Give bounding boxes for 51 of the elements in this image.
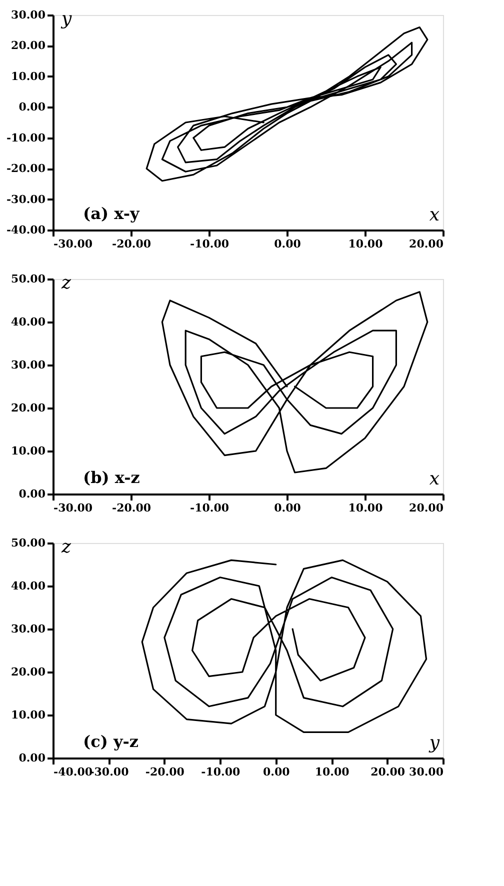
- line-series: [146, 26, 428, 182]
- x-tick-label: -40.00: [54, 766, 93, 778]
- y-tick-label: 0.00: [18, 100, 46, 114]
- x-tick-label: 0.00: [274, 502, 302, 514]
- y-tick-label: -30.00: [6, 192, 46, 206]
- x-tick-label: 10.00: [348, 502, 384, 514]
- x-tick-label: 0.00: [262, 766, 290, 778]
- y-tick-label: 30.00: [11, 8, 46, 22]
- annotation: (b) x-z: [83, 468, 140, 487]
- y-tick-label: 40.00: [11, 316, 46, 328]
- y-tick-label: 50.00: [11, 536, 46, 550]
- y-tick-label: 30.00: [11, 622, 46, 636]
- line-series: [161, 291, 428, 474]
- annotation: (a) x-y: [83, 204, 140, 223]
- y-tick-label: 0.00: [18, 488, 46, 500]
- y-axis-title: y: [60, 8, 72, 30]
- x-tick-label: -20.00: [145, 766, 185, 778]
- x-tick-label: 20.00: [409, 238, 444, 250]
- y-tick-label: 20.00: [11, 666, 46, 678]
- y-tick-label: 10.00: [11, 708, 46, 722]
- x-tick-label: -30.00: [54, 238, 93, 250]
- y-tick-label: -10.00: [6, 131, 46, 144]
- y-tick-label: 50.00: [11, 272, 46, 286]
- x-tick-label: 10.00: [314, 766, 350, 778]
- x-tick-label: -20.00: [112, 502, 152, 514]
- y-tick-label: -40.00: [6, 224, 46, 236]
- y-tick-label: -20.00: [6, 162, 46, 176]
- y-tick-label: 10.00: [11, 70, 46, 83]
- y-tick-label: 20.00: [11, 402, 46, 414]
- x-tick-label: 0.00: [274, 238, 302, 250]
- x-tick-label: -10.00: [190, 238, 230, 250]
- y-axis-title: z: [60, 536, 72, 558]
- x-tick-label: 30.00: [409, 766, 444, 778]
- x-tick-label: -10.00: [190, 502, 230, 514]
- y-tick-label: 10.00: [11, 444, 46, 458]
- annotation: (c) y-z: [83, 732, 138, 751]
- x-axis-title: y: [428, 732, 440, 754]
- y-tick-label: 0.00: [18, 752, 46, 764]
- x-axis-title: x: [429, 204, 440, 226]
- y-axis-title: z: [60, 272, 72, 294]
- x-tick-label: -30.00: [54, 502, 93, 514]
- y-tick-label: 40.00: [11, 580, 46, 592]
- x-axis-title: x: [429, 468, 440, 490]
- line-series: [141, 559, 428, 733]
- y-tick-label: 30.00: [11, 358, 46, 372]
- x-tick-label: -10.00: [201, 766, 240, 778]
- x-tick-label: -20.00: [112, 238, 152, 250]
- x-tick-label: 20.00: [409, 502, 444, 514]
- x-tick-label: 20.00: [370, 766, 406, 778]
- x-tick-label: 10.00: [348, 238, 384, 250]
- y-tick-label: 20.00: [11, 39, 46, 52]
